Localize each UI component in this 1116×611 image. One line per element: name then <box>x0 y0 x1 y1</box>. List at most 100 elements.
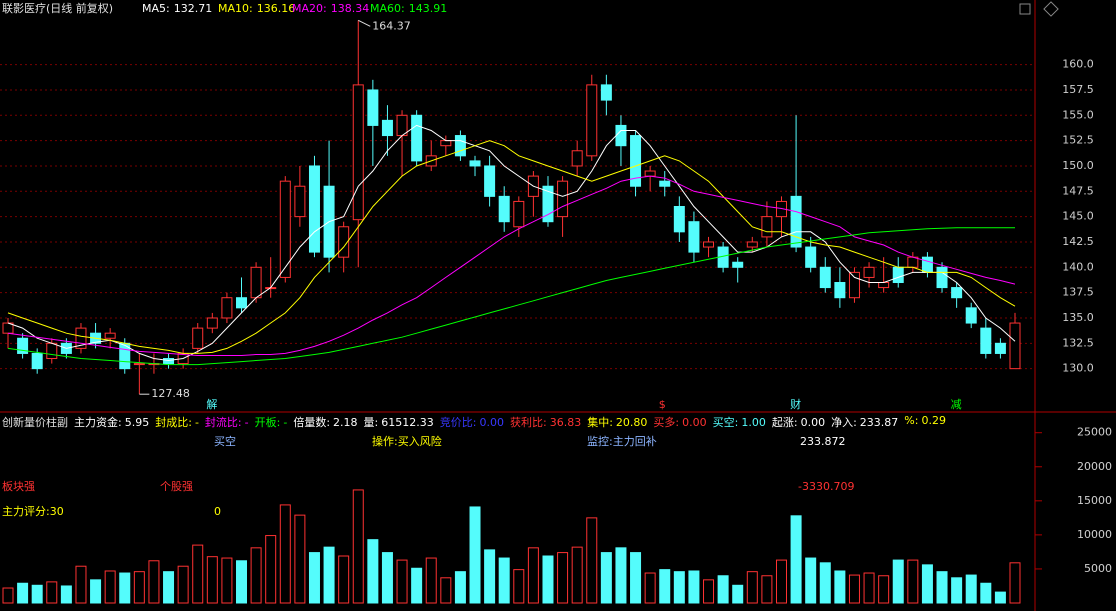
candle-body <box>206 317 218 329</box>
volume-bar <box>308 552 320 604</box>
candle-body <box>732 261 744 268</box>
ma-line <box>7 175 1016 356</box>
volume-bar <box>673 571 685 604</box>
y-tick-label: 142.5 <box>1062 235 1094 248</box>
legend-name: MA60: <box>370 2 405 15</box>
candle-body <box>571 150 583 167</box>
candle-body <box>133 363 145 366</box>
indicator-value: - <box>194 416 199 429</box>
volume-bar <box>484 549 496 604</box>
volume-bar <box>323 546 335 604</box>
candle-body <box>104 332 116 339</box>
indicator-value: 2.18 <box>333 416 358 429</box>
indicator-value: 5.95 <box>124 416 150 429</box>
indicator-value: 0.00 <box>682 416 707 429</box>
volume-bar <box>469 506 481 604</box>
candle-body <box>557 180 569 218</box>
volume-bar <box>381 552 393 604</box>
indicator-label: 量: <box>363 416 379 429</box>
y-tick-label: 25000 <box>1077 426 1112 439</box>
price-panel: 130.0 132.5 135.0 137.5 140.0 142.5 145.0 147.5… <box>0 2 1094 411</box>
indicator: 集中: 20.80 <box>587 414 647 430</box>
candle-body <box>367 89 379 126</box>
indicator-label: 封成比: <box>155 416 192 429</box>
candle-body <box>236 297 248 309</box>
indicator-value: 233.87 <box>859 416 899 429</box>
indicator-label: 开板: <box>254 416 281 429</box>
indicator-value: 20.80 <box>615 416 648 429</box>
indicator: 开板: - <box>255 414 288 430</box>
indicator-label: 获利比: <box>509 416 547 429</box>
candle-body <box>630 135 642 187</box>
volume-bar <box>192 544 204 604</box>
indicator: 量: 61512.33 <box>364 414 434 430</box>
volume-bar <box>425 557 437 604</box>
volume-bar <box>265 535 277 604</box>
indicator: 净入: 233.87 <box>831 414 898 430</box>
y-tick-label: 145.0 <box>1062 210 1094 223</box>
volume-bar <box>557 552 569 604</box>
volume-bar <box>17 582 29 604</box>
candle-body <box>936 266 948 289</box>
volume-bar <box>133 571 145 604</box>
window-button[interactable] <box>1043 1 1059 17</box>
candle-body <box>338 226 350 258</box>
volume-bar <box>177 565 189 604</box>
volume-bar <box>951 577 963 604</box>
volume-bar <box>761 575 773 604</box>
y-tick-label: 132.5 <box>1062 336 1094 349</box>
volume-bar <box>688 570 700 604</box>
legend-value: 136.16 <box>257 2 296 15</box>
candle-body <box>586 84 598 157</box>
indicator-label: %: <box>904 414 919 427</box>
volume-bar <box>586 517 598 604</box>
window-button[interactable] <box>1019 3 1031 15</box>
indicator-value: 0.00 <box>800 416 826 429</box>
panel-annotation: 233.872 <box>800 435 846 448</box>
volume-bar <box>367 539 379 604</box>
volume-bar <box>352 489 364 604</box>
volume-bar <box>878 575 890 604</box>
candle-body <box>951 287 963 299</box>
y-tick-label: 5000 <box>1084 562 1112 575</box>
candle-body <box>907 256 919 268</box>
y-tick-label: 15000 <box>1077 494 1112 507</box>
candle-body <box>834 282 846 299</box>
candle-body <box>221 297 233 319</box>
y-tick-label: 130.0 <box>1062 362 1094 375</box>
y-tick-label: 150.0 <box>1062 159 1094 172</box>
legend-value: 138.34 <box>331 2 370 15</box>
panel-annotation: -3330.709 <box>798 480 854 493</box>
candle-body <box>411 114 423 162</box>
volume-bar <box>907 559 919 604</box>
candle-body <box>1009 322 1021 370</box>
candle-body <box>775 200 787 218</box>
candle-body <box>469 160 481 167</box>
candle-body <box>294 185 306 218</box>
volume-bar <box>46 581 58 604</box>
volume-bar <box>294 514 306 604</box>
legend-name: MA10: <box>218 2 253 15</box>
volume-bar <box>542 555 554 604</box>
candle-body <box>644 170 656 177</box>
volume-bar <box>513 569 525 604</box>
candle-body <box>980 327 992 354</box>
volume-bar <box>396 559 408 604</box>
y-tick-label: 10000 <box>1077 528 1112 541</box>
volume-bar <box>498 557 510 604</box>
volume-bar <box>279 504 291 604</box>
panel-annotation: 个股强 <box>160 480 193 493</box>
y-tick-label: 20000 <box>1077 460 1112 473</box>
candle-body <box>250 266 262 299</box>
min-label: 127.48 <box>151 387 190 400</box>
candle-body <box>805 246 817 268</box>
volume-bar <box>630 552 642 604</box>
candle-body <box>819 266 831 289</box>
legend-entry: MA5: 132.71 <box>142 2 212 15</box>
legend-entry: MA60: 143.91 <box>370 2 447 15</box>
event-marker: $ <box>659 398 666 411</box>
volume-bar <box>805 557 817 604</box>
candle-body <box>31 352 43 370</box>
